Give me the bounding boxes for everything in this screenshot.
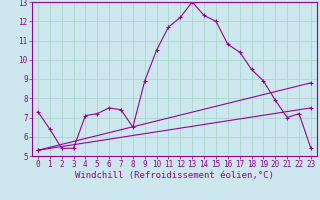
- X-axis label: Windchill (Refroidissement éolien,°C): Windchill (Refroidissement éolien,°C): [75, 171, 274, 180]
